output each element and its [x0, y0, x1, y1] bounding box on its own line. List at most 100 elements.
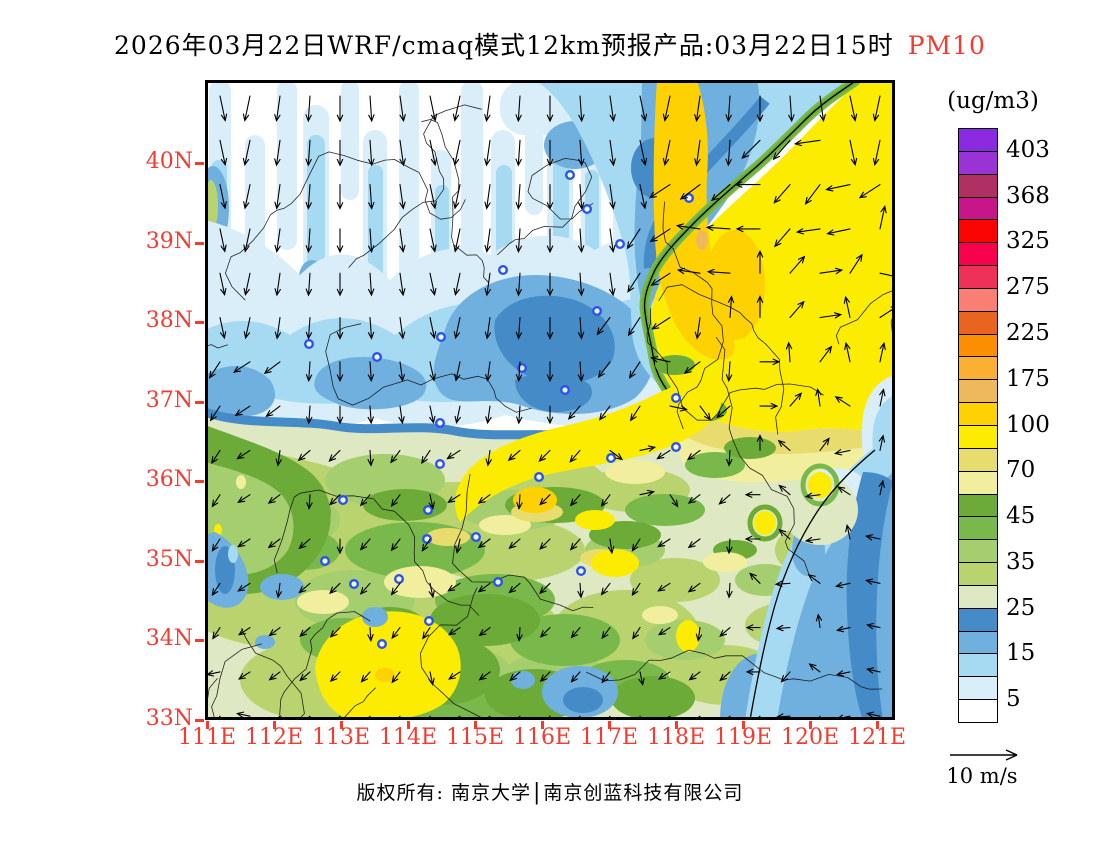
- wind-arrow: [546, 272, 554, 297]
- wind-arrow: [243, 272, 251, 297]
- wind-arrow: [546, 228, 554, 254]
- wind-arrow: [305, 139, 312, 167]
- wind-arrow: [274, 95, 281, 123]
- wind-arrow: [399, 139, 406, 167]
- wind-arrow: [274, 184, 281, 210]
- wind-arrow: [305, 316, 313, 340]
- colorbar-tick-label: 35: [1006, 548, 1036, 575]
- wind-arrow: [508, 582, 521, 594]
- wind-arrow: [398, 316, 406, 340]
- wind-arrow: [274, 139, 281, 167]
- wind-arrow: [329, 627, 341, 638]
- wind-arrow: [695, 627, 703, 642]
- city-marker: [434, 418, 445, 429]
- province-boundaries-layer: [206, 104, 894, 719]
- colorbar-segment: [959, 424, 997, 448]
- colorbar-segment: [959, 516, 997, 540]
- wind-arrow: [849, 139, 858, 167]
- lat-label: 38N: [145, 308, 193, 334]
- wind-arrow: [546, 361, 554, 383]
- wind-arrow: [577, 582, 584, 599]
- wind-arrow: [657, 627, 671, 636]
- lon-label: 120E: [780, 725, 840, 750]
- wind-arrow: [597, 361, 611, 379]
- wind-arrow: [237, 627, 251, 636]
- wind-arrow: [569, 494, 581, 507]
- wind-arrow: [336, 139, 344, 167]
- lon-label: 118E: [646, 725, 706, 750]
- wind-arrow: [268, 627, 281, 637]
- wind-arrow: [872, 139, 881, 167]
- city-marker: [434, 459, 445, 470]
- wind-arrow: [219, 316, 227, 340]
- wind-arrow: [778, 484, 791, 496]
- wind-arrow: [539, 671, 551, 683]
- wind-arrow: [596, 316, 611, 336]
- wind-arrow: [774, 580, 791, 588]
- wind-arrow: [429, 316, 437, 340]
- city-marker: [592, 305, 603, 316]
- wind-arrow: [844, 341, 851, 363]
- wind-arrow: [453, 272, 461, 297]
- wind-arrow: [242, 95, 251, 122]
- wind-arrow: [234, 405, 251, 417]
- colorbar-tick-label: 403: [1006, 136, 1050, 163]
- lon-label: 113E: [311, 725, 371, 750]
- wind-arrow: [735, 225, 761, 233]
- wind-arrow: [428, 671, 435, 686]
- city-marker: [337, 495, 348, 506]
- wind-arrow: [428, 494, 435, 510]
- wind-arrow: [235, 711, 251, 718]
- wind-arrow: [726, 582, 733, 599]
- colorbar-tick-label: 275: [1006, 274, 1050, 301]
- lat-label: 34N: [145, 626, 193, 652]
- wind-arrow: [815, 387, 822, 407]
- wind-arrow: [305, 184, 312, 210]
- wind-arrow: [329, 671, 341, 683]
- wind-arrow: [267, 538, 281, 549]
- wind-arrow: [725, 139, 732, 167]
- lat-label: 33N: [145, 705, 193, 731]
- wind-arrow: [639, 489, 656, 497]
- lat-tick: [195, 639, 204, 643]
- wind-arrow: [627, 272, 641, 293]
- page-title: 2026年03月22日WRF/cmaq模式12km预报产品:03月22日15时 P…: [0, 26, 1100, 62]
- wind-arrow: [778, 528, 791, 540]
- wind-arrow: [237, 582, 251, 592]
- wind-arrow: [819, 267, 844, 275]
- wind-arrow: [627, 316, 641, 337]
- lat-label: 39N: [145, 228, 193, 254]
- wind-arrow: [367, 449, 374, 467]
- wind-arrow: [219, 139, 228, 167]
- wind-arrow: [546, 405, 554, 425]
- wind-arrow: [719, 627, 731, 637]
- city-marker: [582, 203, 593, 214]
- wind-arrow: [336, 272, 344, 297]
- wind-vectors-layer: [205, 95, 903, 731]
- wind-arrow: [744, 491, 761, 498]
- wind-arrow: [515, 361, 523, 383]
- wind-arrow: [834, 581, 851, 589]
- lat-tick: [195, 480, 204, 484]
- wind-arrow: [390, 494, 401, 507]
- colorbar-segment: [959, 676, 997, 700]
- wind-arrow: [795, 228, 821, 235]
- lat-label: 36N: [145, 467, 193, 493]
- wind-arrow: [865, 667, 881, 674]
- wind-arrow: [211, 538, 221, 552]
- lon-label: 119E: [713, 725, 773, 750]
- wind-arrow: [845, 523, 852, 540]
- colorbar-segment: [959, 173, 997, 197]
- city-marker: [423, 616, 434, 627]
- wind-arrow: [336, 95, 344, 123]
- wind-arrow: [772, 139, 791, 161]
- colorbar-unit-label: (ug/m3): [947, 88, 1039, 114]
- colorbar: [958, 128, 998, 723]
- wind-arrow: [390, 538, 401, 552]
- colorbar-segment: [959, 607, 997, 631]
- wind-arrow: [578, 139, 585, 167]
- wind-arrow: [759, 402, 779, 410]
- wind-arrow: [599, 405, 611, 421]
- wind-arrow: [669, 405, 688, 412]
- wind-arrow: [878, 434, 886, 451]
